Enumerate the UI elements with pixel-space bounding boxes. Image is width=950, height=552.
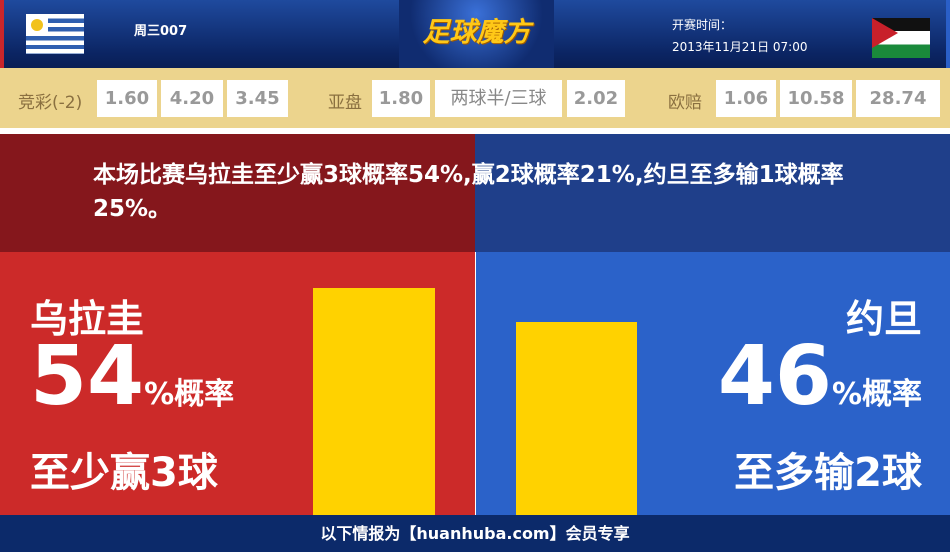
home-probability-bar bbox=[313, 288, 435, 515]
logo: 足球魔方 bbox=[399, 0, 554, 68]
away-outcome: 至多输2球 bbox=[734, 450, 922, 496]
away-probability-bar bbox=[516, 321, 637, 515]
odds-cell: 2.02 bbox=[567, 80, 625, 117]
odds-cell: 3.45 bbox=[227, 80, 288, 117]
away-percent: 46%概率 bbox=[717, 329, 922, 424]
odds-cell: 10.58 bbox=[780, 80, 852, 117]
member-footer[interactable]: 以下情报为【huanhuba.com】会员专享 bbox=[0, 515, 950, 552]
match-time: 2013年11月21日 07:00 bbox=[672, 40, 808, 54]
summary-band: 本场比赛乌拉圭至少赢3球概率54%,赢2球概率21%,约旦至多输1球概率25%。 bbox=[0, 134, 950, 252]
yapan-label: 亚盘 bbox=[328, 93, 362, 113]
odds-bar: 竞彩(-2) 1.60 4.20 3.45 亚盘 1.80 两球半/三球 2.0… bbox=[0, 68, 950, 128]
home-outcome: 至少赢3球 bbox=[30, 450, 218, 496]
odds-cell: 1.60 bbox=[97, 80, 157, 117]
jingcai-label: 竞彩(-2) bbox=[18, 93, 83, 113]
oupei-label: 欧赔 bbox=[668, 93, 702, 113]
odds-cell: 1.06 bbox=[716, 80, 776, 117]
home-panel: 乌拉圭 54%概率 至少赢3球 bbox=[0, 252, 475, 515]
away-panel: 约旦 46%概率 至多输2球 bbox=[476, 252, 950, 515]
jordan-flag-icon bbox=[872, 18, 930, 58]
odds-cell: 4.20 bbox=[161, 80, 223, 117]
summary-text: 本场比赛乌拉圭至少赢3球概率54%,赢2球概率21%,约旦至多输1球概率25%。 bbox=[93, 162, 844, 222]
home-team: 乌拉圭 bbox=[30, 297, 145, 341]
odds-cell: 1.80 bbox=[372, 80, 430, 117]
away-team: 约旦 bbox=[845, 297, 922, 341]
uruguay-flag-icon bbox=[26, 14, 84, 54]
odds-cell: 两球半/三球 bbox=[435, 80, 562, 117]
odds-cell: 28.74 bbox=[856, 80, 940, 117]
home-percent: 54%概率 bbox=[30, 329, 235, 424]
match-code: 周三007 bbox=[134, 24, 188, 39]
time-label: 开赛时间： bbox=[672, 18, 733, 32]
header: 周三007 足球魔方 开赛时间： 2013年11月21日 07:00 bbox=[0, 0, 950, 68]
